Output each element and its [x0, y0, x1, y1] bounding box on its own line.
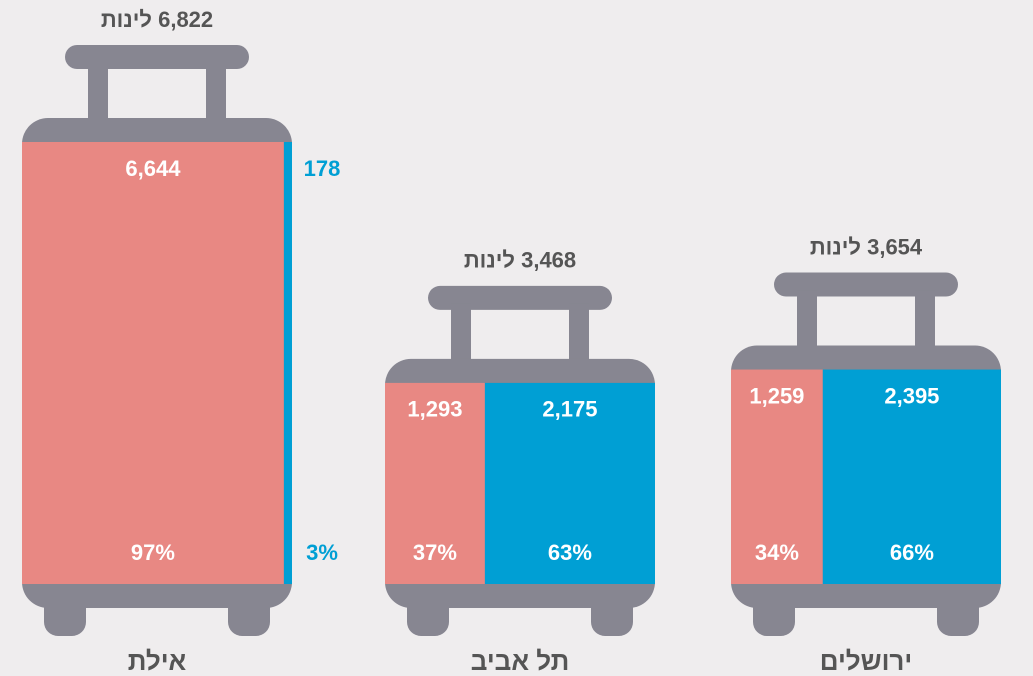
share-label: 66%	[890, 540, 934, 565]
total-label: 3,468 לינות	[464, 248, 576, 273]
value-label: 2,395	[884, 383, 939, 408]
handle-bar	[65, 45, 249, 69]
category-label: ירושלים	[820, 646, 913, 676]
handle-post	[206, 63, 226, 123]
share-label: 37%	[413, 540, 457, 565]
share-label: 34%	[755, 540, 799, 565]
value-label: 178	[304, 156, 341, 181]
share-label: 63%	[548, 540, 592, 565]
value-label: 2,175	[542, 397, 597, 422]
segment	[484, 382, 655, 584]
share-label: 3%	[306, 540, 338, 565]
segment	[731, 369, 823, 584]
handle-post	[451, 303, 471, 364]
segment	[283, 142, 292, 584]
value-label: 6,644	[125, 156, 181, 181]
segment	[22, 142, 284, 584]
handle-post	[88, 63, 108, 123]
category-label: תל אביב	[471, 646, 570, 676]
share-label: 97%	[131, 540, 175, 565]
total-label: 6,822 לינות	[101, 7, 213, 32]
handle-post	[569, 303, 589, 364]
handle-post	[915, 290, 935, 351]
handle-bar	[428, 285, 612, 310]
category-label: אילת	[128, 646, 187, 676]
value-label: 1,293	[407, 397, 462, 422]
handle-post	[797, 290, 817, 351]
segment	[822, 369, 1001, 584]
handle-bar	[774, 272, 958, 297]
total-label: 3,654 לינות	[810, 234, 923, 259]
value-label: 1,259	[749, 383, 804, 408]
segment	[385, 382, 485, 584]
